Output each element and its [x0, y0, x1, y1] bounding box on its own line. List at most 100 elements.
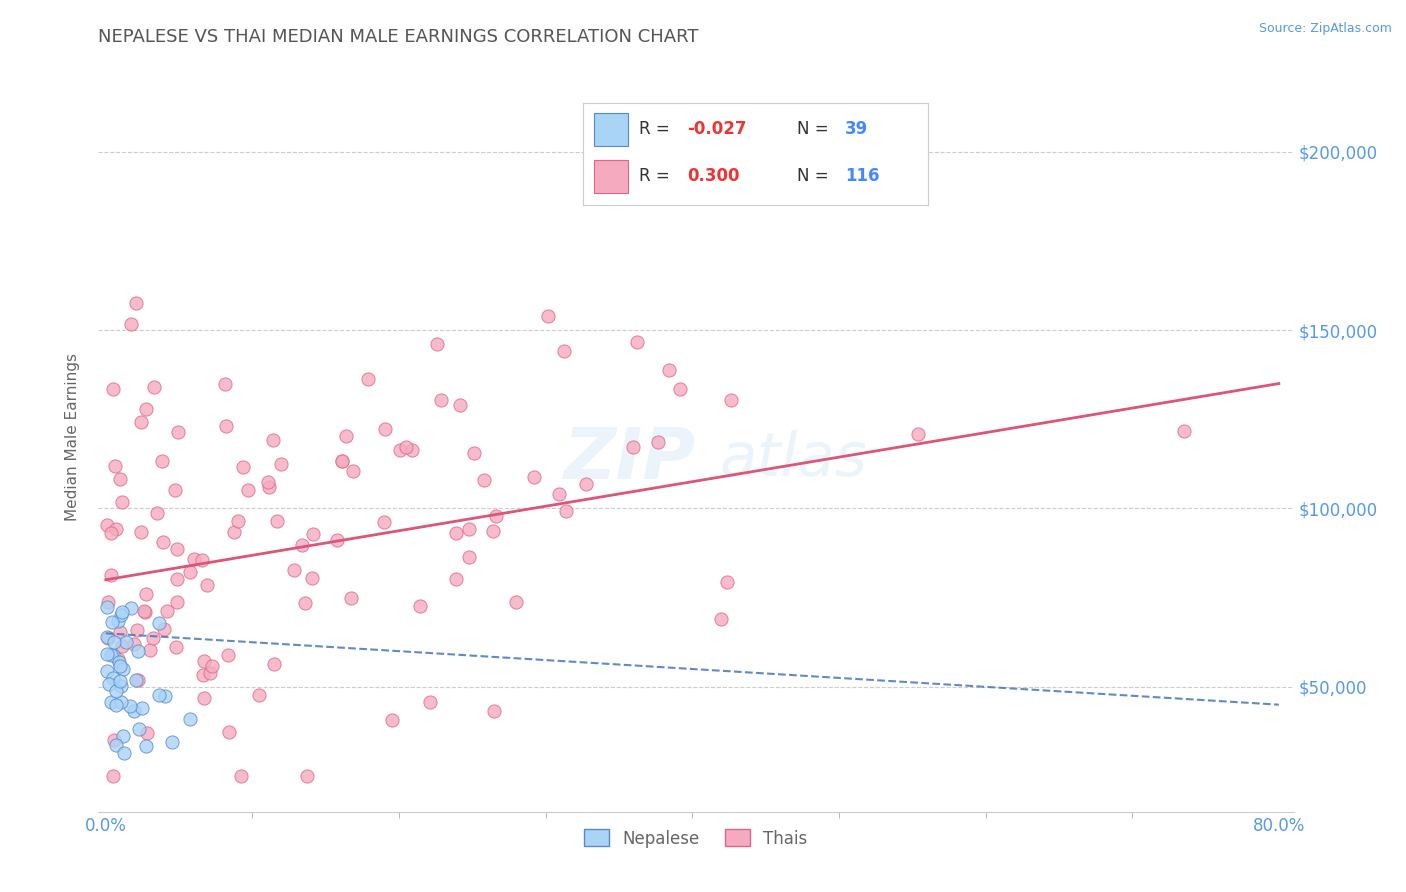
Point	[200, 666, 222, 681]
Point	[183, 551, 205, 566]
Bar	[593, 160, 628, 193]
Point	[236, 483, 259, 498]
Point	[232, 460, 254, 475]
Point	[112, 663, 135, 677]
Point	[388, 443, 411, 458]
Point	[104, 522, 127, 536]
Point	[193, 690, 215, 705]
Point	[108, 625, 131, 640]
Point	[326, 533, 349, 547]
Point	[259, 480, 281, 494]
Point	[340, 591, 363, 605]
Point	[131, 524, 153, 539]
Point	[217, 648, 239, 663]
Point	[430, 393, 453, 408]
Point	[135, 402, 157, 417]
Point	[127, 644, 149, 658]
Point	[131, 701, 153, 715]
Point	[401, 442, 423, 457]
Point	[115, 634, 138, 648]
Point	[145, 507, 167, 521]
Point	[101, 671, 124, 685]
Point	[716, 574, 738, 589]
Point	[165, 483, 187, 497]
Point	[522, 469, 544, 483]
Point	[153, 690, 176, 704]
Point	[143, 380, 166, 394]
Point	[110, 695, 132, 709]
Point	[381, 714, 404, 728]
Point	[100, 526, 122, 541]
Point	[335, 429, 357, 443]
Point	[256, 475, 278, 490]
Point	[120, 698, 142, 713]
Point	[97, 631, 120, 645]
Point	[555, 503, 578, 517]
Point	[104, 698, 127, 713]
Point	[357, 372, 380, 386]
Point	[111, 495, 134, 509]
Point	[100, 615, 122, 629]
Point	[482, 704, 505, 718]
Point	[110, 639, 132, 653]
Bar	[593, 112, 628, 145]
Point	[100, 648, 122, 663]
Point	[270, 457, 292, 471]
Point	[120, 601, 142, 615]
Point	[110, 679, 132, 693]
Point	[166, 595, 188, 609]
Legend: Nepalese, Thais: Nepalese, Thais	[576, 821, 815, 855]
Point	[120, 317, 142, 331]
Point	[247, 688, 270, 702]
Point	[179, 712, 201, 726]
Text: N =: N =	[797, 168, 834, 186]
Point	[463, 446, 485, 460]
Point	[167, 425, 190, 439]
Point	[444, 572, 467, 586]
Point	[100, 567, 122, 582]
Point	[457, 550, 479, 565]
Text: atlas: atlas	[720, 430, 868, 489]
Point	[165, 640, 187, 654]
Point	[294, 596, 316, 610]
Point	[135, 726, 157, 740]
Point	[152, 535, 174, 549]
Point	[127, 673, 149, 688]
Point	[710, 612, 733, 626]
Point	[155, 604, 177, 618]
Point	[96, 517, 118, 532]
Point	[222, 525, 245, 540]
Text: N =: N =	[797, 120, 834, 138]
Point	[135, 739, 157, 754]
Point	[669, 382, 692, 396]
Point	[107, 651, 129, 665]
Point	[485, 508, 508, 523]
Text: 116: 116	[845, 168, 880, 186]
Text: 0.300: 0.300	[688, 168, 740, 186]
Point	[107, 614, 129, 628]
Point	[128, 722, 150, 736]
Point	[330, 454, 353, 468]
Point	[301, 571, 323, 585]
Text: Source: ZipAtlas.com: Source: ZipAtlas.com	[1258, 22, 1392, 36]
Point	[96, 600, 118, 615]
Point	[105, 683, 128, 698]
Point	[283, 563, 305, 577]
Text: R =: R =	[638, 168, 675, 186]
Point	[153, 622, 176, 636]
Point	[548, 487, 571, 501]
Point	[111, 605, 134, 619]
Y-axis label: Median Male Earnings: Median Male Earnings	[65, 353, 80, 521]
Point	[332, 454, 354, 468]
Point	[193, 654, 215, 668]
Point	[374, 422, 396, 436]
Point	[166, 541, 188, 556]
Point	[373, 515, 395, 529]
Point	[96, 664, 118, 678]
Point	[214, 377, 236, 392]
Point	[191, 553, 214, 567]
Point	[226, 514, 249, 528]
Point	[122, 636, 145, 650]
Point	[134, 605, 156, 619]
Point	[658, 363, 681, 377]
